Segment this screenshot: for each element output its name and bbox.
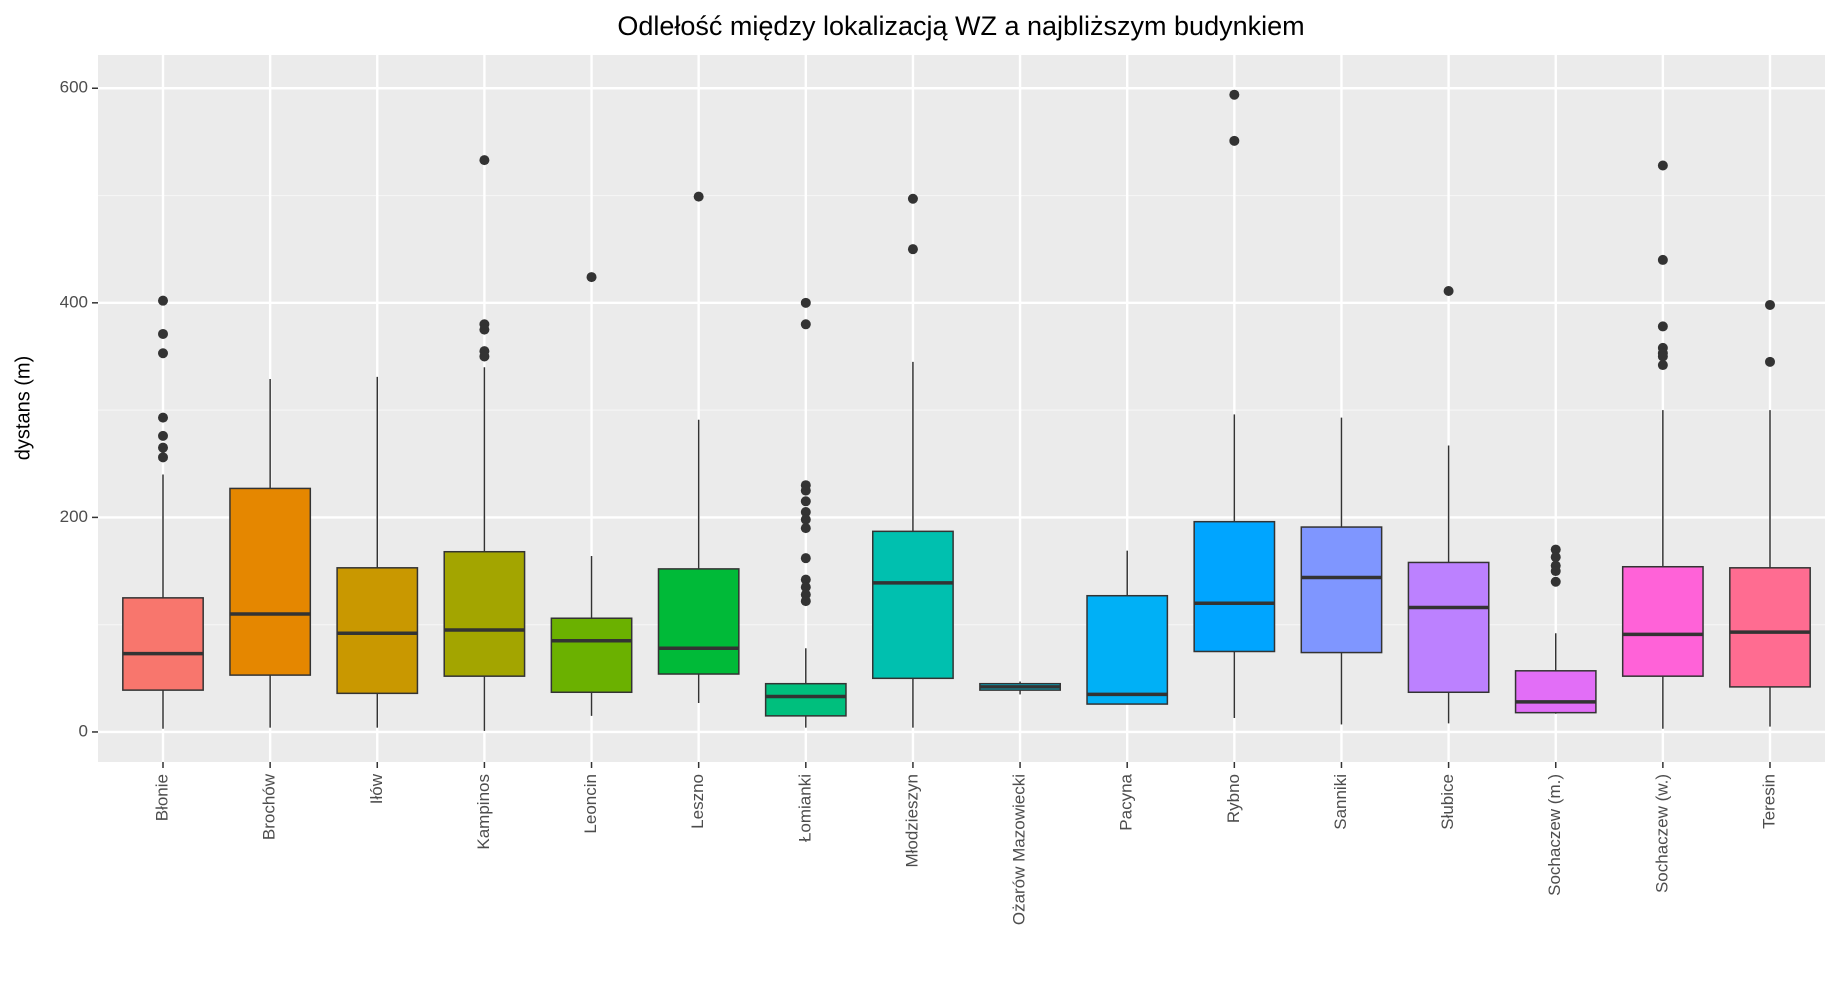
x-tick-label: Błonie (152, 774, 171, 821)
outlier (479, 351, 490, 362)
outlier (907, 193, 918, 204)
outlier (1657, 160, 1668, 171)
outlier (158, 328, 168, 339)
box (122, 597, 204, 691)
outlier (800, 496, 811, 507)
box (336, 567, 419, 695)
outlier (800, 553, 811, 564)
outlier (907, 244, 918, 255)
outlier (800, 485, 811, 496)
x-tick-label: Młodzieszyn (902, 774, 921, 868)
y-tick-label: 600 (60, 78, 88, 97)
x-tick-label: Pacyna (1117, 773, 1136, 830)
box (1514, 670, 1597, 714)
x-tick-label: Leszno (688, 774, 707, 829)
outlier (800, 574, 811, 585)
x-tick-label: Teresin (1759, 774, 1778, 829)
x-tick-label: Kampinos (474, 774, 493, 850)
outlier (1229, 89, 1240, 100)
outlier (1443, 286, 1454, 297)
outlier (800, 319, 811, 330)
x-tick-label: Łomianki (795, 774, 814, 842)
x-tick-label: Rybno (1224, 774, 1243, 823)
outlier (800, 523, 811, 534)
box (443, 550, 526, 677)
box (872, 530, 954, 680)
outlier (1229, 135, 1240, 146)
outlier (1550, 566, 1561, 577)
outlier (1657, 360, 1668, 371)
x-tick-label: Słubice (1438, 774, 1457, 830)
box (1086, 594, 1169, 705)
box (550, 617, 633, 694)
outlier (1550, 576, 1561, 587)
outlier (158, 295, 168, 306)
outlier (158, 348, 168, 359)
outlier (1765, 356, 1775, 367)
x-tick-label: Sanniki (1331, 774, 1350, 830)
outlier (800, 596, 811, 607)
y-tick-label: 400 (60, 292, 88, 311)
x-tick-label: Iłów (367, 773, 386, 804)
outlier (1657, 321, 1668, 332)
x-tick-label: Sochaczew (m.) (1545, 774, 1564, 896)
box (1193, 520, 1276, 653)
outlier (1550, 552, 1561, 563)
outlier (158, 442, 168, 453)
outlier (158, 412, 168, 423)
outlier (158, 452, 168, 463)
box (764, 682, 847, 717)
x-tick-label: Brochów (260, 773, 279, 840)
outlier (800, 297, 811, 308)
y-axis-label: dystans (m) (12, 356, 34, 460)
box (229, 487, 312, 676)
box (1407, 561, 1490, 694)
outlier (800, 582, 811, 593)
outlier (479, 155, 490, 166)
outlier (479, 324, 490, 335)
box (1729, 567, 1811, 688)
box (657, 568, 740, 675)
outlier (158, 430, 168, 441)
x-tick-label: Ożarów Mazowiecki (1010, 774, 1029, 925)
outlier (586, 272, 597, 283)
outlier (693, 191, 704, 202)
outlier (1765, 299, 1775, 310)
box (1621, 565, 1704, 677)
outlier (800, 507, 811, 518)
outlier (800, 514, 811, 525)
y-tick-label: 0 (79, 721, 88, 740)
box (1300, 526, 1383, 654)
outlier (1657, 254, 1668, 265)
x-tick-label: Sochaczew (w.) (1652, 774, 1671, 893)
chart-title: Odlełość między lokalizacją WZ a najbliż… (617, 11, 1304, 41)
outlier (1657, 351, 1668, 362)
y-tick-label: 200 (60, 507, 88, 526)
x-tick-label: Leoncin (581, 774, 600, 834)
outlier (1550, 544, 1561, 555)
